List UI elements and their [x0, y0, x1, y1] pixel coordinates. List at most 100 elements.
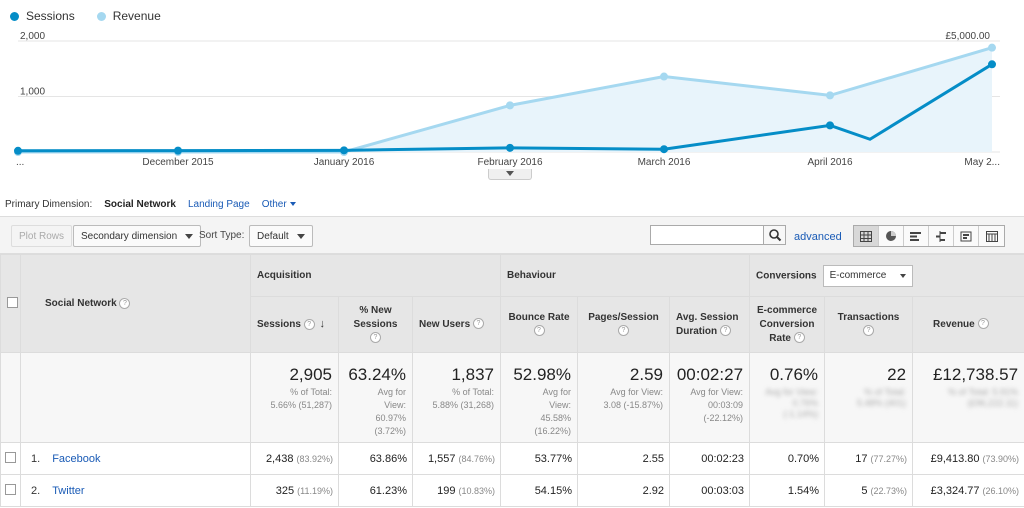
table-row: 2. Twitter 325 (11.19%) 61.23% 199 (10.83%)…	[0, 474, 1024, 507]
advanced-filter-link[interactable]: advanced	[794, 231, 842, 243]
row-name-link[interactable]: Twitter	[52, 484, 85, 497]
row-checkbox[interactable]	[5, 483, 16, 495]
row-transactions: 5 (22.73%)	[824, 474, 914, 507]
dimension-header[interactable]: Social Network ?	[20, 254, 251, 353]
sessions-point	[506, 143, 514, 152]
column-sessions[interactable]: Sessions ? ↓	[250, 296, 339, 353]
help-icon[interactable]: ?	[793, 332, 805, 344]
view-comparison-button[interactable]	[929, 226, 954, 246]
table-row: 1. Facebook 2,438 (83.92%) 63.86% 1,557 (84…	[0, 442, 1024, 475]
total-new-users-sub1: % of Total:	[452, 387, 494, 397]
dimension-social-network[interactable]: Social Network	[104, 199, 176, 210]
row-bounce-rate: 53.77%	[500, 442, 578, 475]
view-pivot-button[interactable]	[979, 226, 1004, 246]
help-icon[interactable]: ?	[533, 325, 545, 337]
total-ecom-rate-value: 0.76%	[769, 365, 819, 384]
row-new-users-pct: (84.76%)	[458, 453, 495, 464]
select-all-checkbox[interactable]	[7, 296, 18, 308]
total-revenue-value: £12,738.57	[932, 365, 1019, 384]
table-grid-icon	[860, 230, 872, 242]
total-bounce-rate: 52.98% Avg for View: 45.58% (16.22%)	[500, 352, 578, 443]
row-checkbox[interactable]	[5, 451, 16, 463]
dimension-header-label: Social Network	[45, 298, 117, 310]
view-term-cloud-button[interactable]	[954, 226, 979, 246]
row-new-sessions: 63.86%	[338, 442, 413, 475]
column-ecom-rate[interactable]: E-commerce Conversion Rate ?	[749, 296, 826, 353]
help-icon[interactable]: ?	[472, 318, 484, 330]
column-pages-session[interactable]: Pages/Session?	[577, 296, 670, 353]
x-tick-label: February 2016	[477, 157, 542, 168]
total-new-users-sub2: 5.88% (31,268)	[432, 400, 494, 410]
help-icon[interactable]: ?	[303, 318, 315, 330]
x-tick-label: ...	[16, 157, 24, 168]
total-pages-session-sub1: Avg for View:	[610, 387, 663, 397]
chevron-down-icon	[289, 202, 296, 207]
revenue-point	[660, 72, 668, 81]
x-tick-label: April 2016	[807, 157, 852, 168]
secondary-dimension-label: Secondary dimension	[81, 230, 178, 242]
total-new-sessions-sub1: Avg for	[377, 387, 406, 397]
column-avg-duration-line1: Avg. Session	[676, 311, 739, 323]
total-new-sessions-sub3: 60.97%	[375, 413, 406, 423]
total-bounce-rate-sub1: Avg for	[542, 387, 571, 397]
help-icon[interactable]: ?	[977, 318, 989, 330]
search-button[interactable]	[763, 226, 785, 244]
conversions-goal-dropdown[interactable]: E-commerce	[822, 264, 914, 287]
help-icon[interactable]: ?	[719, 325, 731, 337]
pivot-icon	[985, 230, 998, 242]
column-new-users-label: New Users	[419, 318, 471, 330]
help-icon[interactable]: ?	[863, 325, 875, 337]
column-avg-duration[interactable]: Avg. Session Duration ?	[668, 296, 751, 353]
total-avg-duration: 00:02:27 Avg for View: 00:03:09 (-22.12%)	[668, 352, 751, 443]
revenue-dot-icon	[96, 11, 106, 21]
total-new-sessions-sub2: View:	[384, 400, 406, 410]
group-acquisition: Acquisition	[250, 254, 501, 297]
row-revenue-value: £9,413.80	[930, 452, 980, 465]
plot-rows-button[interactable]: Plot Rows	[11, 225, 73, 247]
total-avg-duration-sub2: 00:03:09	[707, 400, 744, 410]
search-input[interactable]	[651, 226, 763, 244]
secondary-dimension-dropdown[interactable]: Secondary dimension	[73, 225, 202, 247]
column-transactions-label: Transactions	[837, 311, 900, 323]
total-ecom-rate: 0.76% Avg for View: 0.76% (-1.14%)	[749, 352, 826, 443]
chevron-down-icon	[296, 233, 305, 239]
sessions-revenue-chart[interactable]: 2,0001,000£5,000.00£2,500.00...December …	[0, 28, 1024, 180]
row-name-link[interactable]: Facebook	[52, 452, 101, 465]
column-revenue[interactable]: Revenue ?	[912, 296, 1024, 353]
column-new-users[interactable]: New Users ?	[412, 296, 501, 353]
column-transactions[interactable]: Transactions?	[824, 296, 914, 353]
dimension-landing-page[interactable]: Landing Page	[187, 199, 250, 210]
view-performance-button[interactable]	[904, 226, 929, 246]
total-ecom-rate-blurred: Avg for View: 0.76% (-1.14%)	[765, 387, 819, 419]
x-tick-label: January 2016	[314, 157, 375, 168]
row-ecom-rate: 0.70%	[749, 442, 826, 475]
help-icon[interactable]: ?	[119, 297, 131, 309]
row-revenue-pct: (26.10%)	[982, 485, 1020, 496]
group-behaviour: Behaviour	[499, 254, 751, 297]
row-avg-duration: 00:03:03	[668, 474, 751, 507]
total-sessions: 2,905 % of Total: 5.66% (51,287)	[250, 352, 339, 443]
chart-collapse-toggle[interactable]	[488, 169, 532, 180]
primary-dimension-bar: Primary Dimension: Social Network Landin…	[5, 199, 296, 210]
column-pages-session-label: Pages/Session	[588, 311, 659, 323]
legend-item-sessions[interactable]: Sessions	[10, 9, 75, 23]
row-sessions-pct: (83.92%)	[296, 453, 333, 464]
dimension-other-dropdown[interactable]: Other	[262, 199, 296, 210]
row-index: 2.	[31, 484, 41, 497]
search-icon	[769, 229, 782, 242]
help-icon[interactable]: ?	[618, 325, 629, 337]
view-table-button[interactable]	[854, 226, 879, 246]
view-pie-button[interactable]	[879, 226, 904, 246]
sort-type-dropdown[interactable]: Default	[249, 225, 313, 247]
column-ecom-rate-line2: Conversion	[759, 318, 815, 330]
column-new-sessions[interactable]: % New Sessions?	[338, 296, 413, 353]
row-sessions-value: 325	[275, 484, 295, 497]
row-pages-session: 2.92	[577, 474, 670, 507]
row-pages-session: 2.55	[577, 442, 670, 475]
row-dimension-cell: 2. Twitter	[20, 474, 251, 507]
chevron-down-icon	[900, 273, 907, 278]
help-icon[interactable]: ?	[370, 332, 381, 344]
legend-sessions-label: Sessions	[26, 9, 75, 23]
column-bounce-rate[interactable]: Bounce Rate?	[500, 296, 578, 353]
legend-item-revenue[interactable]: Revenue	[96, 9, 161, 23]
